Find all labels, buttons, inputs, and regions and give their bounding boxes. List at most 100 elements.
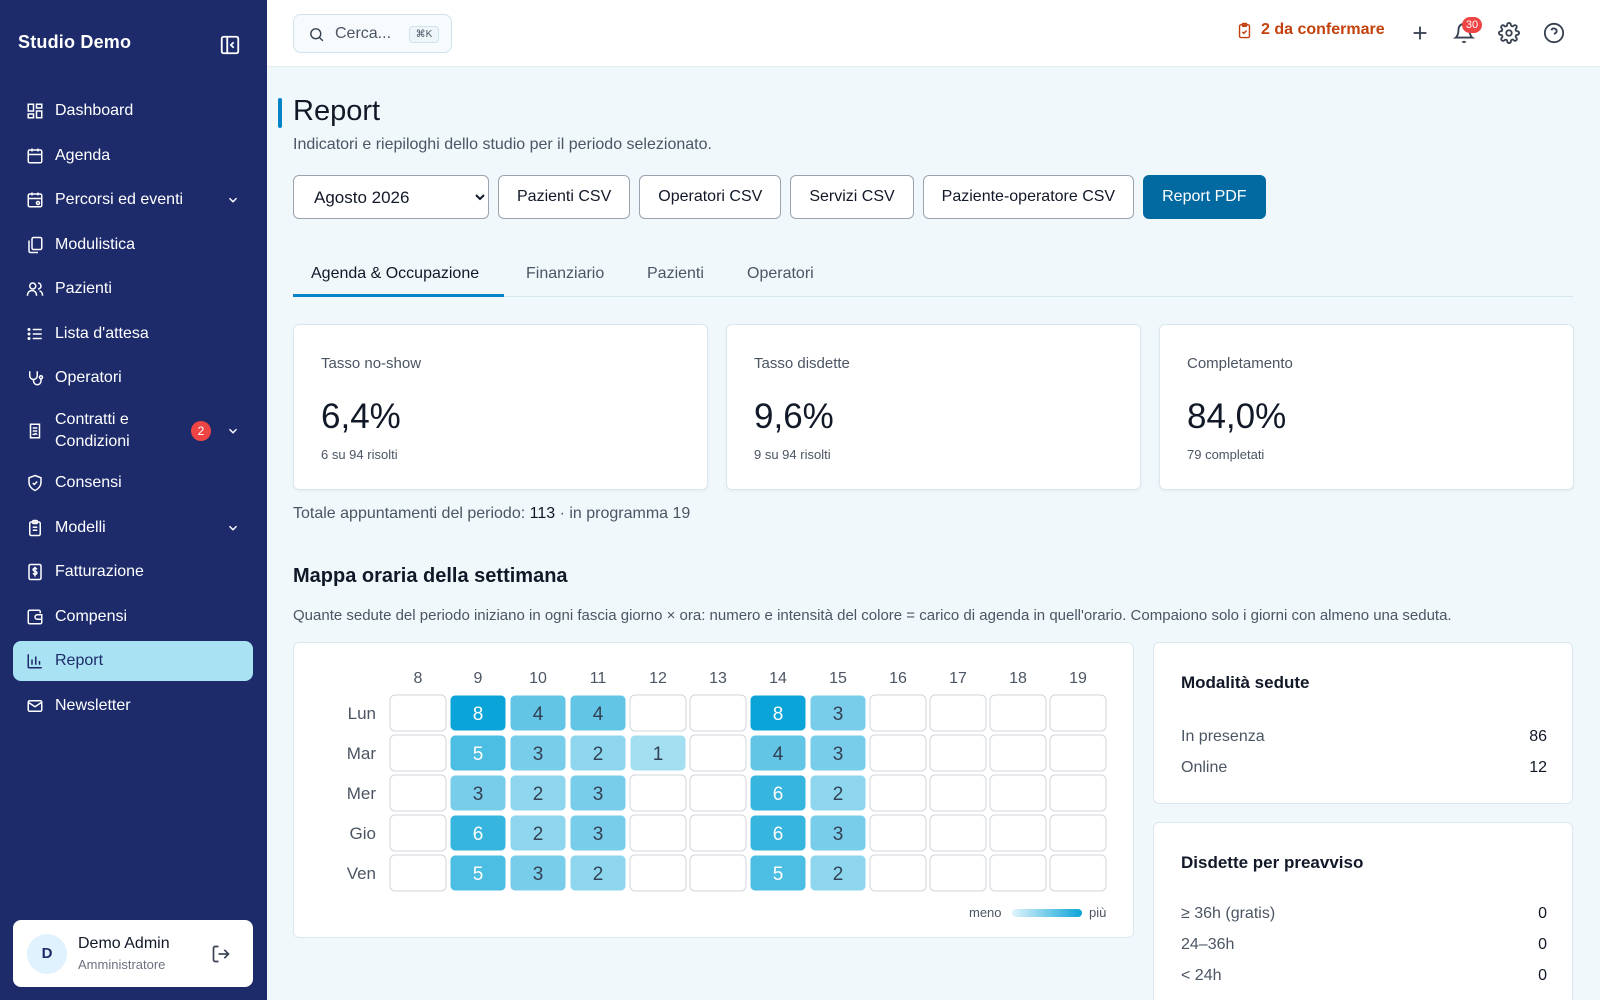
heatmap-cell[interactable] [1049,814,1107,852]
tab-agenda-occupazione[interactable]: Agenda & Occupazione [293,255,504,297]
heatmap-cell[interactable] [449,734,507,772]
sidebar-item-newsletter[interactable]: Newsletter [13,686,253,726]
heatmap-cell[interactable] [389,734,447,772]
heatmap-cell[interactable] [629,854,687,892]
sidebar-item-report[interactable]: Report [13,641,253,681]
search-input[interactable]: Cerca... ⌘K [293,14,452,53]
plus-icon[interactable] [1409,22,1431,44]
heatmap-cell[interactable] [689,854,747,892]
collapse-sidebar-icon[interactable] [219,34,241,56]
heatmap-cell[interactable] [569,774,627,812]
heatmap-cell[interactable] [449,774,507,812]
heatmap-cell[interactable] [929,774,987,812]
heatmap-cell[interactable] [449,694,507,732]
services-csv-button[interactable]: Servizi CSV [790,175,914,219]
heatmap-cell[interactable] [989,774,1047,812]
heatmap-cell[interactable] [929,854,987,892]
heatmap-cell[interactable] [389,814,447,852]
modality-value: 86 [1529,728,1547,745]
heatmap-cell-value: 3 [833,704,844,725]
heatmap-cell[interactable] [1049,734,1107,772]
heatmap-cell[interactable] [989,694,1047,732]
heatmap-cell[interactable] [869,814,927,852]
patients-csv-button[interactable]: Pazienti CSV [498,175,631,219]
sidebar-item-agenda[interactable]: Agenda [13,136,253,176]
heatmap-cell[interactable] [509,854,567,892]
heatmap-cell[interactable] [989,814,1047,852]
sidebar-item-percorsi[interactable]: Percorsi ed eventi [13,180,253,220]
heatmap-cell[interactable] [989,854,1047,892]
sidebar-item-consensi[interactable]: Consensi [13,463,253,503]
heatmap-cell[interactable] [629,814,687,852]
tab-finanziario[interactable]: Finanziario [526,265,605,282]
heatmap-cell[interactable] [689,734,747,772]
heatmap-cell[interactable] [869,854,927,892]
heatmap-cell[interactable] [389,854,447,892]
heatmap-cell[interactable] [389,774,447,812]
sidebar-item-compensi[interactable]: Compensi [13,597,253,637]
heatmap-cell[interactable] [1049,694,1107,732]
heatmap-cell[interactable] [989,734,1047,772]
sidebar-item-modulistica[interactable]: Modulistica [13,225,253,265]
heatmap-cell[interactable] [929,814,987,852]
heatmap-cell[interactable] [1049,854,1107,892]
sidebar-item-lista-attesa[interactable]: Lista d'attesa [13,314,253,354]
cancellation-label: < 24h [1181,967,1222,984]
heatmap-cell[interactable] [509,814,567,852]
heatmap-cell[interactable] [629,734,687,772]
sidebar-item-dashboard[interactable]: Dashboard [13,91,253,131]
heatmap-cell[interactable] [809,774,867,812]
heatmap-cell[interactable] [629,694,687,732]
sidebar-item-pazienti[interactable]: Pazienti [13,269,253,309]
heatmap-cell[interactable] [1049,774,1107,812]
heatmap-cell[interactable] [569,854,627,892]
heatmap-cell[interactable] [749,774,807,812]
heatmap-cell[interactable] [809,814,867,852]
heatmap-cell[interactable] [509,734,567,772]
heatmap-title: Mappa oraria della settimana [293,565,568,587]
heatmap-cell[interactable] [629,774,687,812]
calendar-icon [27,148,43,163]
report-pdf-button[interactable]: Report PDF [1143,175,1266,219]
gear-icon[interactable] [1498,22,1520,44]
heatmap-cell[interactable] [689,814,747,852]
period-select[interactable]: Agosto 2026 [293,175,489,219]
patient-operator-csv-button[interactable]: Paziente-operatore CSV [922,175,1135,219]
heatmap-day-label: Ven [347,864,376,883]
sidebar-item-modelli[interactable]: Modelli [13,508,253,548]
heatmap-cell[interactable] [689,774,747,812]
heatmap-cell[interactable] [749,694,807,732]
heatmap-cell[interactable] [689,694,747,732]
heatmap-cell[interactable] [869,774,927,812]
heatmap-cell[interactable] [749,814,807,852]
heatmap-cell[interactable] [929,694,987,732]
heatmap-cell[interactable] [809,734,867,772]
heatmap-cell[interactable] [569,734,627,772]
sidebar-item-contratti[interactable]: Contratti e Condizioni 2 [13,403,253,459]
heatmap-cell[interactable] [569,814,627,852]
tab-pazienti[interactable]: Pazienti [647,265,704,282]
heatmap-cell[interactable] [509,774,567,812]
heatmap-cell[interactable] [749,734,807,772]
heatmap-cell[interactable] [569,694,627,732]
logout-icon[interactable] [211,944,231,964]
heatmap-cell[interactable] [509,694,567,732]
heatmap-cell[interactable] [929,734,987,772]
operators-csv-button[interactable]: Operatori CSV [639,175,782,219]
heatmap-cell[interactable] [809,694,867,732]
heatmap-cell-value: 4 [773,744,784,765]
pending-confirmations-link[interactable]: 2 da confermare [1236,21,1385,39]
sidebar-item-operatori[interactable]: Operatori [13,358,253,398]
heatmap-cell-value: 3 [833,744,844,765]
heatmap-cell[interactable] [869,694,927,732]
heatmap-cell[interactable] [449,814,507,852]
heatmap-cell[interactable] [449,854,507,892]
sidebar-item-fatturazione[interactable]: Fatturazione [13,552,253,592]
heatmap-cell[interactable] [749,854,807,892]
help-icon[interactable] [1543,22,1565,44]
heatmap-cell[interactable] [869,734,927,772]
heatmap-cell-value: 5 [773,864,784,885]
heatmap-cell[interactable] [389,694,447,732]
tab-operatori[interactable]: Operatori [747,265,814,282]
heatmap-cell[interactable] [809,854,867,892]
